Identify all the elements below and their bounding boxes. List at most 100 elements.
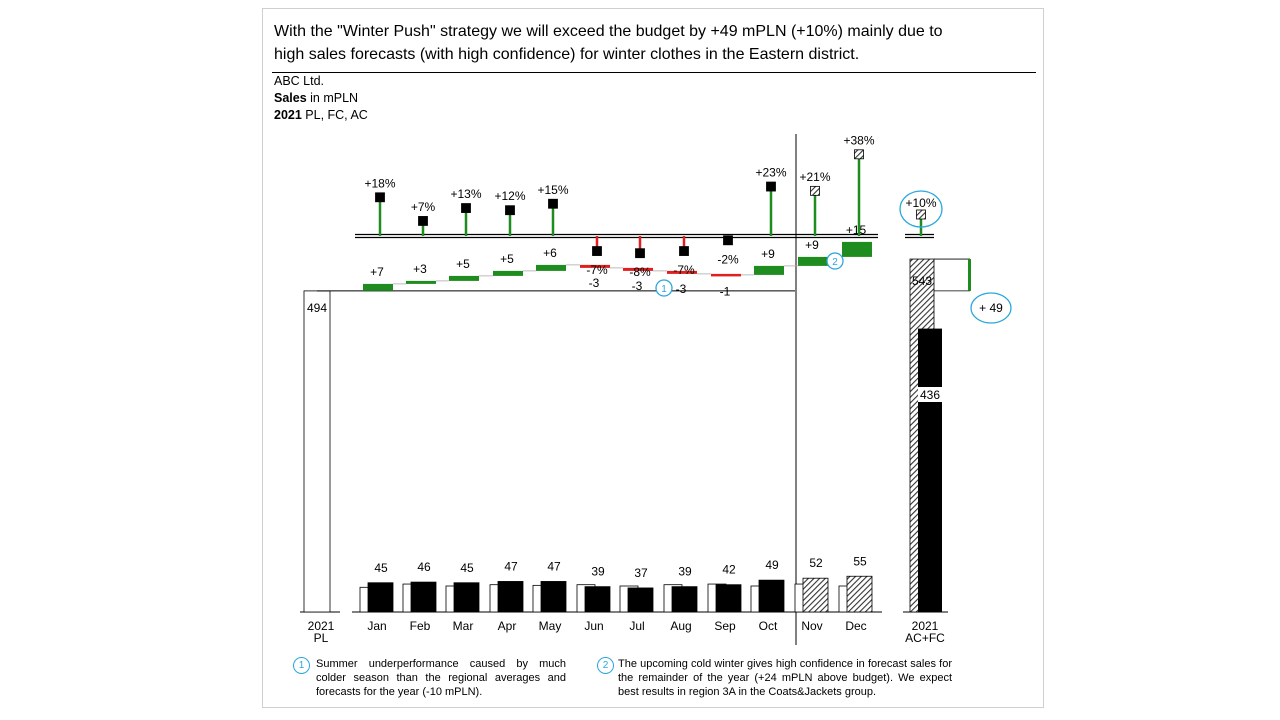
variance-bar-may — [536, 264, 566, 271]
category-label-sep: Sep — [714, 619, 736, 633]
variance-bar-aug — [667, 270, 697, 274]
note-2-text: The upcoming cold winter gives high conf… — [618, 658, 952, 698]
delta-bar — [968, 259, 971, 291]
variance-bar-mar — [449, 275, 479, 281]
headline-line-2: high sales forecasts (with high confiden… — [274, 46, 860, 63]
variance-bar-jan — [363, 283, 393, 291]
pin-head-mar — [461, 203, 471, 213]
variance-label-nov: +9 — [805, 238, 819, 252]
actual-bar-aug — [671, 586, 698, 613]
variance-label-jul: -3 — [632, 279, 643, 293]
pin-head-dec — [854, 149, 864, 160]
variance-label-sep: -1 — [720, 284, 731, 298]
annotation-marker-1-ring — [655, 279, 673, 297]
pin-head-apr — [505, 205, 515, 216]
pin-head-jun — [592, 246, 602, 256]
bar-value-jun: 39 — [591, 565, 605, 579]
bar-value-may: 47 — [547, 559, 561, 573]
pin-label-mar: +13% — [450, 187, 481, 201]
period-scenarios: PL, FC, AC — [301, 108, 368, 122]
measure-unit: in mPLN — [306, 91, 359, 105]
forecast-bar-dec — [846, 575, 873, 613]
variance-bar-jul — [623, 267, 653, 271]
note-2-marker: 2 — [597, 657, 614, 674]
annotation-marker-2-ring — [826, 252, 844, 270]
chart-headline: With the "Winter Push" strategy we will … — [274, 20, 1034, 66]
delta-highlight-ring — [970, 292, 1012, 324]
pin-head-jul — [635, 248, 645, 259]
pin-label-oct: +23% — [755, 166, 786, 180]
total-pin-label: +10% — [905, 196, 936, 210]
forecast-bar-nov — [802, 577, 829, 613]
pin-head-feb — [418, 216, 428, 226]
delta-value: + 49 — [979, 301, 1003, 315]
annotation-marker-2: 2 — [832, 257, 838, 268]
bar-value-aug: 39 — [678, 565, 692, 579]
variance-label-apr: +5 — [500, 252, 514, 266]
variance-label-dec: +15 — [846, 223, 867, 237]
actual-bar-may — [540, 581, 567, 613]
pin-head-jan — [375, 192, 385, 203]
variance-label-jan: +7 — [370, 265, 384, 279]
measure-label: Sales in mPLN — [274, 91, 358, 105]
annotation-marker-1: 1 — [661, 284, 667, 295]
actual-bar-jan — [367, 582, 394, 613]
note-1-marker: 1 — [293, 657, 310, 674]
category-label-may: May — [539, 619, 562, 633]
pin-label-jan: +18% — [364, 176, 395, 190]
category-label-apr: Apr — [498, 619, 517, 633]
bar-value-jan: 45 — [374, 561, 388, 575]
actual-bar-feb — [410, 581, 437, 613]
bar-value-nov: 52 — [809, 556, 823, 570]
bar-value-oct: 49 — [765, 558, 779, 572]
category-label-feb: Feb — [410, 619, 431, 633]
plan-total-category-year: 2021 — [308, 619, 335, 633]
actual-to-date-bar — [918, 328, 942, 612]
bar-value-feb: 46 — [417, 560, 431, 574]
variance-bar-dec — [842, 241, 872, 257]
period-label: 2021 PL, FC, AC — [274, 108, 368, 122]
actual-to-date-label-bg — [918, 387, 942, 402]
variance-bar-feb — [406, 280, 436, 284]
actual-bar-jun — [584, 586, 611, 613]
variance-bar-jun — [580, 264, 610, 268]
category-label-aug: Aug — [670, 619, 691, 633]
variance-label-jun: -3 — [589, 276, 600, 290]
total-category-year: 2021 — [912, 619, 939, 633]
pin-head-aug — [679, 246, 689, 256]
pin-label-aug: -7% — [673, 263, 695, 277]
category-label-nov: Nov — [801, 619, 822, 633]
category-label-jul: Jul — [629, 619, 644, 633]
note-1-text: Summer underperformance caused by much c… — [316, 658, 566, 698]
total-pin-head — [916, 209, 926, 220]
variance-label-mar: +5 — [456, 257, 470, 271]
variance-bar-sep — [711, 273, 741, 277]
bar-value-sep: 42 — [722, 563, 736, 577]
variance-bar-oct — [754, 265, 784, 275]
category-label-mar: Mar — [453, 619, 474, 633]
pin-head-oct — [766, 181, 776, 192]
total-pin-highlight-ring — [899, 190, 943, 228]
period-bold: 2021 — [274, 108, 302, 122]
pin-label-jun: -7% — [586, 263, 608, 277]
plan-total-bar — [303, 290, 331, 613]
pin-label-apr: +12% — [494, 189, 525, 203]
total-category-scenario: AC+FC — [905, 631, 945, 645]
pin-label-jul: -8% — [629, 265, 651, 279]
headline-line-1: With the "Winter Push" strategy we will … — [274, 23, 943, 40]
variance-label-aug: -3 — [676, 282, 687, 296]
variance-label-may: +6 — [543, 246, 557, 260]
measure-bold: Sales — [274, 91, 307, 105]
bar-value-jul: 37 — [634, 566, 648, 580]
pin-head-nov — [810, 185, 820, 196]
pin-label-dec: +38% — [843, 133, 874, 147]
category-label-dec: Dec — [845, 619, 866, 633]
variance-bar-nov — [798, 256, 828, 266]
pin-label-sep: -2% — [717, 252, 739, 266]
company-name: ABC Ltd. — [274, 74, 325, 88]
category-label-jun: Jun — [584, 619, 603, 633]
variance-label-feb: +3 — [413, 262, 427, 276]
variance-label-oct: +9 — [761, 247, 775, 261]
pin-label-may: +15% — [537, 183, 568, 197]
